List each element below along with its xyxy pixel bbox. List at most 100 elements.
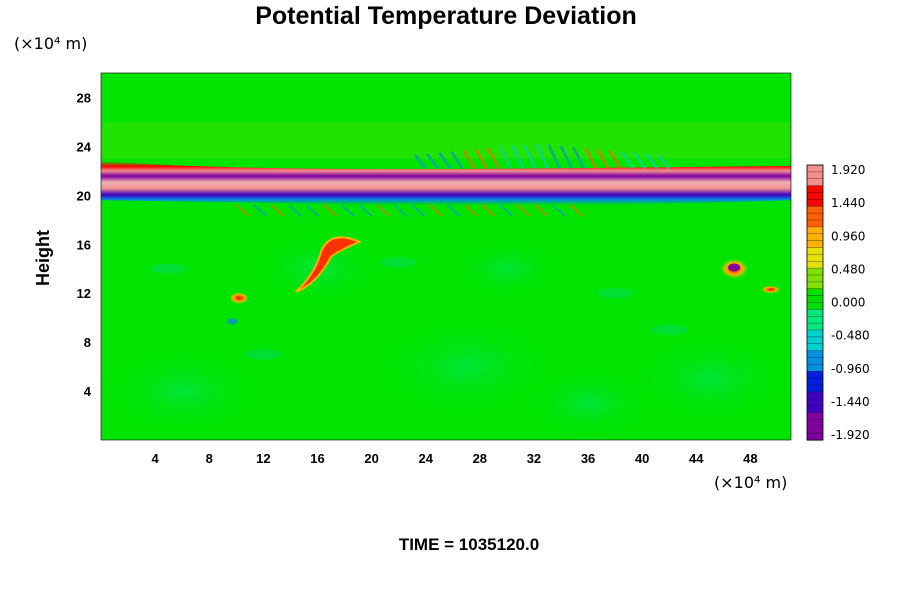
- cool-wisp: [380, 257, 417, 268]
- cool-wisp: [245, 349, 282, 360]
- x-tick-label: 20: [364, 451, 378, 466]
- lower-streak: [517, 204, 531, 217]
- lower-streak: [464, 204, 478, 217]
- colorbar-swatch: [807, 412, 823, 420]
- colorbar-swatch: [807, 433, 823, 441]
- colorbar-swatch: [807, 171, 823, 180]
- colorbar-swatch: [807, 254, 823, 262]
- colorbar-swatch: [807, 398, 823, 407]
- blob-left: [229, 292, 249, 305]
- y-tick-label: 4: [84, 384, 92, 399]
- lower-streak: [394, 204, 408, 217]
- colorbar-swatch: [807, 165, 823, 173]
- colorbar-swatch: [807, 316, 823, 324]
- colorbar-label: -0.960: [831, 362, 870, 376]
- colorbar-swatch: [807, 226, 823, 235]
- x-axis-ticks: 4 8 12 16 20 24 28 32 36 40 44 48: [152, 451, 758, 466]
- colorbar-swatch: [807, 405, 823, 414]
- colorbar-swatch: [807, 371, 823, 379]
- lower-streak: [341, 204, 355, 217]
- colorbar-swatch: [807, 350, 823, 359]
- x-axis-unit: (×10⁴ m): [714, 473, 787, 492]
- colorbar-swatch: [807, 220, 823, 228]
- colorbar-label: -0.480: [831, 329, 870, 343]
- background-patch: [371, 315, 561, 418]
- colorbar-swatch: [807, 323, 823, 331]
- y-tick-label: 16: [77, 237, 91, 252]
- wave-streak: [462, 149, 476, 169]
- wave-streak: [657, 154, 671, 170]
- colorbar-swatch: [807, 419, 823, 427]
- wave-streak: [535, 143, 549, 169]
- x-tick-label: 12: [256, 451, 270, 466]
- field-features: [101, 121, 791, 440]
- wave-streak: [608, 149, 622, 169]
- plume-right-core: [728, 263, 741, 272]
- wave-streak: [486, 147, 500, 169]
- plot-area: [100, 72, 792, 441]
- lower-streak: [411, 204, 425, 217]
- x-tick-label: 44: [689, 451, 704, 466]
- lower-streak: [569, 204, 584, 217]
- wave-streak: [523, 144, 537, 169]
- wave-streak: [572, 146, 585, 169]
- colorbar-swatch: [807, 185, 823, 194]
- colorbar: [806, 164, 824, 441]
- wave-streak: [499, 146, 512, 169]
- colorbar-swatch: [807, 336, 823, 345]
- plume-left: [295, 236, 362, 293]
- time-label: TIME = 1035120.0: [399, 535, 539, 554]
- upper-haze: [101, 121, 791, 159]
- colorbar-label: 0.000: [831, 296, 865, 310]
- wave-streak: [584, 147, 598, 169]
- lower-streak: [358, 204, 373, 217]
- x-tick-label: 8: [206, 451, 213, 466]
- colorbar-label: -1.920: [831, 428, 870, 442]
- y-axis-label: Height: [33, 230, 53, 286]
- wave-streak: [645, 153, 658, 170]
- x-tick-label: 32: [527, 451, 541, 466]
- y-tick-label: 28: [77, 90, 91, 105]
- cool-wisp: [150, 263, 187, 274]
- lower-streak: [323, 204, 337, 217]
- wave-streak: [450, 151, 464, 170]
- wave-streak: [633, 152, 646, 170]
- colorbar-swatch: [807, 302, 823, 310]
- x-tick-label: 28: [473, 451, 487, 466]
- plume-right-tail: [760, 285, 781, 294]
- wave-streak: [438, 152, 451, 170]
- wave-streak: [474, 148, 488, 169]
- lower-streak: [288, 204, 302, 217]
- wave-streak: [620, 151, 634, 170]
- wave-streak: [414, 154, 427, 170]
- colorbar-swatch: [807, 378, 823, 386]
- background-patch: [452, 239, 561, 299]
- wave-streak: [596, 148, 610, 169]
- lower-streak: [253, 204, 267, 217]
- x-tick-label: 36: [581, 451, 595, 466]
- y-axis-ticks: 4 8 12 16 20 24 28: [77, 90, 92, 399]
- colorbar-label: 1.920: [831, 163, 865, 177]
- lower-streak: [446, 204, 461, 217]
- wave-streak: [426, 153, 439, 170]
- colorbar-swatch: [807, 309, 823, 317]
- colorbar-swatch: [807, 275, 823, 283]
- x-tick-label: 40: [635, 451, 649, 466]
- deviation-band: [101, 161, 791, 206]
- colorbar-swatch: [807, 385, 823, 393]
- y-tick-label: 24: [77, 139, 92, 154]
- lower-streak: [552, 204, 566, 217]
- lower-streak: [270, 204, 285, 217]
- background-patch: [520, 366, 656, 440]
- lower-streak: [499, 204, 513, 217]
- colorbar-swatch: [807, 206, 823, 214]
- colorbar-swatch: [807, 178, 823, 187]
- wave-streak: [511, 145, 525, 169]
- colorbar-label: 1.440: [831, 196, 865, 210]
- chart-title: Potential Temperature Deviation: [255, 2, 637, 30]
- wave-streak: [560, 145, 573, 169]
- cool-wisp: [597, 288, 634, 299]
- lower-streak: [481, 204, 496, 217]
- colorbar-swatch: [807, 233, 823, 242]
